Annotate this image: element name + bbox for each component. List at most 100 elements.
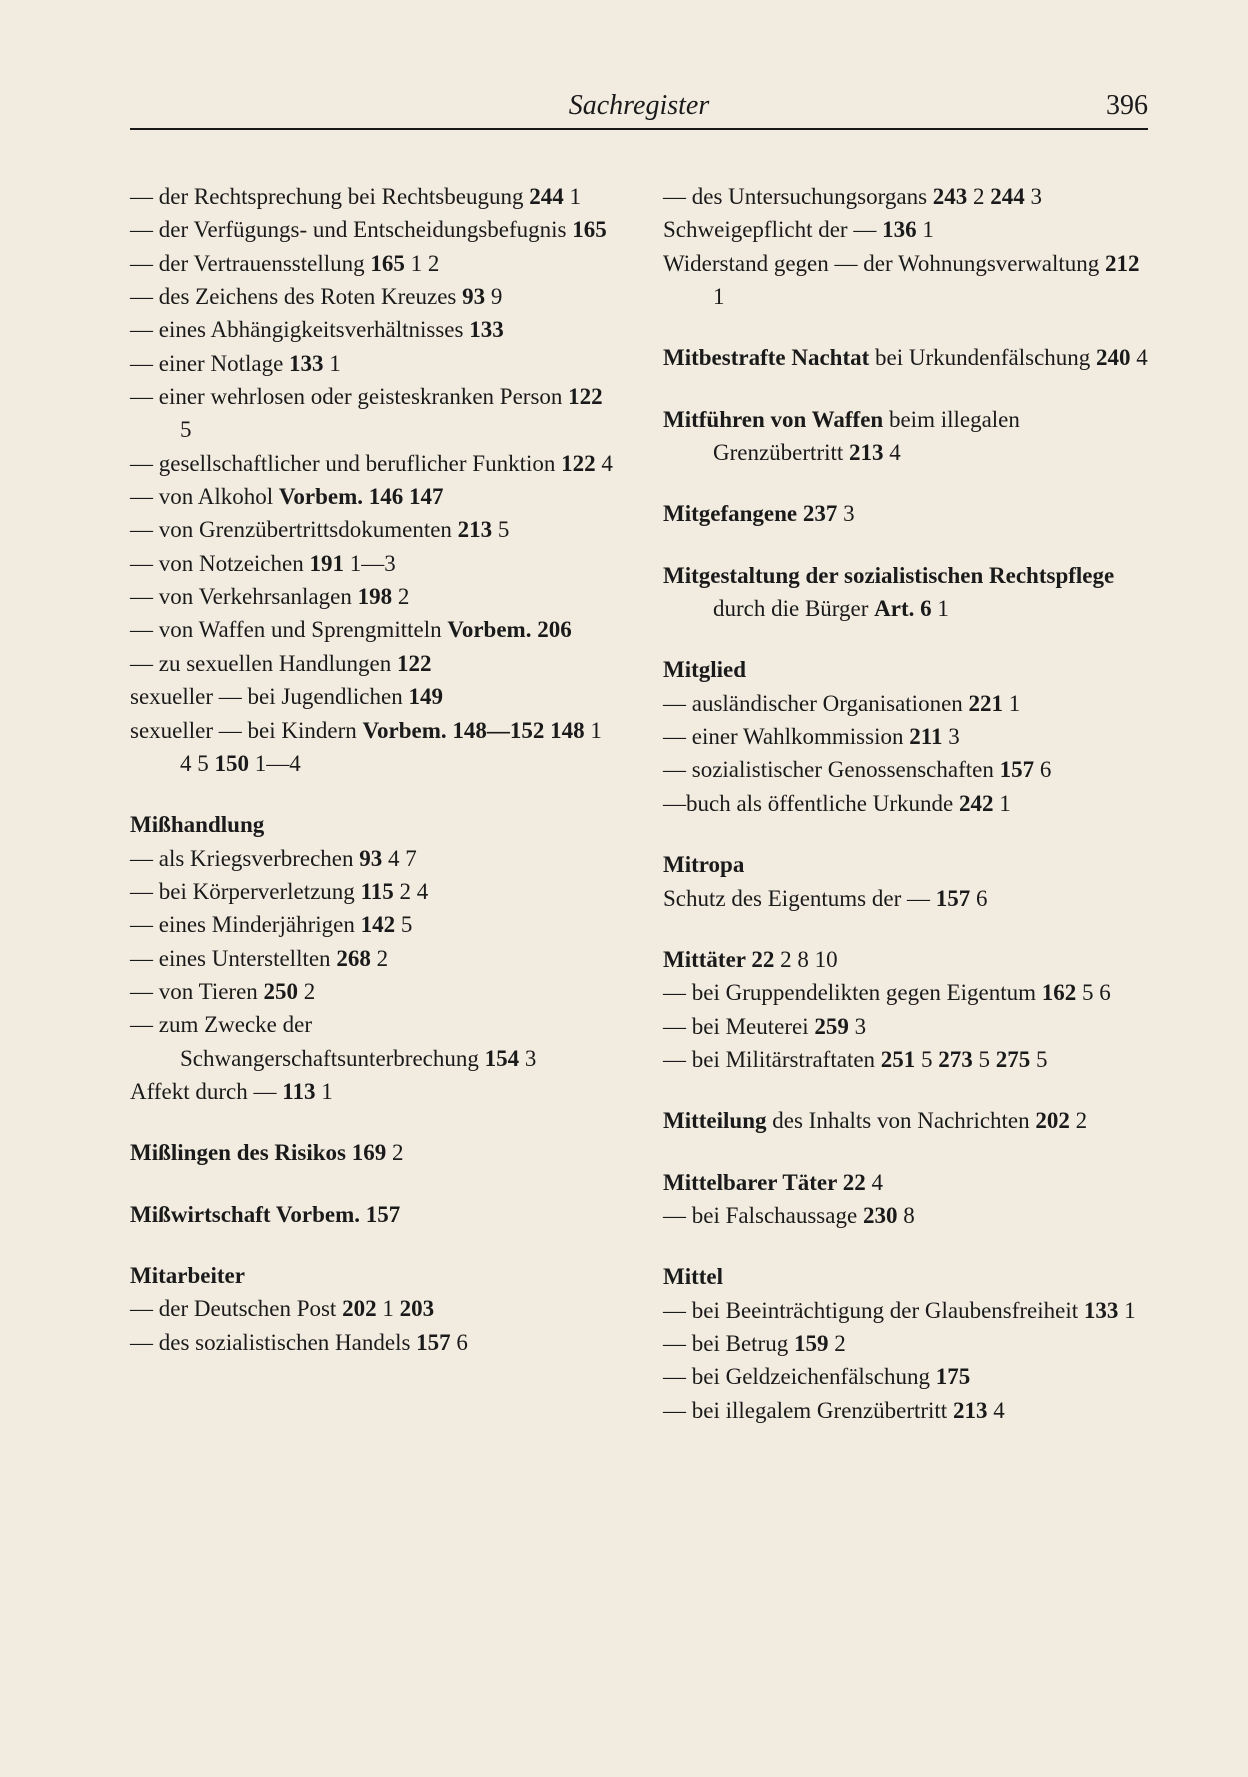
index-entry: Schweigepflicht der — 136 1	[663, 213, 1148, 246]
text-segment: 157	[936, 886, 971, 911]
text-segment: 122	[397, 651, 432, 676]
text-segment: einer Notlage	[159, 351, 289, 376]
index-heading: Mitgefangene 237 3	[663, 497, 1148, 530]
text-segment: einer Wahlkommission	[692, 724, 909, 749]
text-segment: Mitbestrafte Nachtat	[663, 345, 869, 370]
index-entry: einer Wahlkommission 211 3	[663, 720, 1148, 753]
text-segment: 165	[572, 217, 607, 242]
text-segment: 133	[469, 317, 504, 342]
text-segment: 8	[897, 1203, 914, 1228]
text-segment: 268	[336, 946, 371, 971]
index-entry: des Untersuchungsorgans 243 2 244 3	[663, 180, 1148, 213]
text-segment: 122	[561, 451, 596, 476]
text-segment: Vorbem. 146 147	[279, 484, 444, 509]
text-segment: 1	[315, 1079, 332, 1104]
text-segment: 5	[492, 517, 509, 542]
text-segment: Mitgestaltung der sozialistischen Rechts…	[663, 563, 1114, 588]
text-segment: 3	[519, 1046, 536, 1071]
text-segment: 5 6	[1076, 980, 1111, 1005]
text-segment: —buch als öffentliche Urkunde	[663, 791, 959, 816]
index-heading: Mitbestrafte Nachtat bei Urkundenfälschu…	[663, 341, 1148, 374]
text-segment: 6	[970, 886, 987, 911]
index-entry: ausländischer Organisationen 221 1	[663, 687, 1148, 720]
text-segment: 243	[933, 184, 968, 209]
text-segment: bei Falschaussage	[692, 1203, 863, 1228]
text-segment: 2 8 10	[774, 947, 837, 972]
index-entry: bei illegalem Grenzübertritt 213 4	[663, 1394, 1148, 1427]
page-number: 396	[1088, 90, 1148, 122]
text-segment: 3	[1025, 184, 1042, 209]
text-segment: 3	[942, 724, 959, 749]
text-segment: 259	[814, 1014, 849, 1039]
header-title: Sachregister	[190, 90, 1088, 122]
index-heading: Mitteilung des Inhalts von Nachrichten 2…	[663, 1104, 1148, 1137]
index-entry: bei Körperverletzung 115 2 4	[130, 875, 615, 908]
text-segment: von Notzeichen	[159, 551, 310, 576]
index-entry: von Notzeichen 191 1—3	[130, 547, 615, 580]
text-segment: 244	[990, 184, 1025, 209]
text-segment: bei Gruppendelikten gegen Eigentum	[692, 980, 1042, 1005]
text-segment: 93	[359, 846, 382, 871]
text-segment: sexueller — bei Jugendlichen	[130, 684, 408, 709]
index-entry: gesellschaftlicher und beruflicher Funkt…	[130, 447, 615, 480]
text-segment: zum Zwecke der Schwangerschaftsunterbrec…	[159, 1012, 485, 1070]
index-entry: von Verkehrsanlagen 198 2	[130, 580, 615, 613]
text-segment: 202	[342, 1296, 377, 1321]
text-segment: 5	[180, 417, 192, 442]
text-segment: 4	[987, 1398, 1004, 1423]
text-segment: 4	[596, 451, 613, 476]
text-segment: 4	[884, 440, 901, 465]
text-segment: von Waffen und Sprengmitteln	[159, 617, 448, 642]
text-segment: 213	[849, 440, 884, 465]
text-segment: Mittel	[663, 1264, 723, 1289]
text-segment: bei Meuterei	[692, 1014, 815, 1039]
text-segment: 2	[967, 184, 990, 209]
index-entry: bei Geldzeichenfälschung 175	[663, 1360, 1148, 1393]
index-entry: eines Abhängigkeitsverhältnisses 133	[130, 313, 615, 346]
text-segment: bei Betrug	[692, 1331, 794, 1356]
index-heading: Mitropa	[663, 848, 1148, 881]
text-segment: bei Beeinträchtigung der Glaubensfreihei…	[692, 1298, 1084, 1323]
text-segment: 1	[1118, 1298, 1135, 1323]
text-segment: des Untersuchungsorgans	[692, 184, 933, 209]
text-segment: 154	[485, 1046, 520, 1071]
text-segment: 213	[953, 1398, 988, 1423]
text-segment: des Zeichens des Roten Kreuzes	[159, 284, 462, 309]
index-entry: sexueller — bei Jugendlichen 149	[130, 680, 615, 713]
text-segment: 1	[932, 596, 949, 621]
text-segment: Mißwirtschaft Vorbem. 157	[130, 1202, 400, 1227]
index-entry: des sozialistischen Handels 157 6	[130, 1326, 615, 1359]
index-heading: Mitgestaltung der sozialistischen Rechts…	[663, 559, 1148, 626]
text-segment: 273	[938, 1047, 973, 1072]
text-segment: Vorbem. 148—152 148	[362, 718, 584, 743]
text-segment: eines Minderjährigen	[159, 912, 361, 937]
index-heading: Mißhandlung	[130, 808, 615, 841]
index-entry: bei Gruppendelikten gegen Eigentum 162 5…	[663, 976, 1148, 1009]
text-segment: Vorbem. 206	[447, 617, 571, 642]
text-segment: Schutz des Eigentums der —	[663, 886, 936, 911]
index-entry: zu sexuellen Handlungen 122	[130, 647, 615, 680]
text-segment: bei Körperverletzung	[159, 879, 361, 904]
text-segment: 244	[529, 184, 564, 209]
text-segment: 1—3	[344, 551, 396, 576]
text-segment: 230	[863, 1203, 898, 1228]
text-segment: 2	[371, 946, 388, 971]
text-segment: 159	[794, 1331, 829, 1356]
text-segment: 157	[1000, 757, 1035, 782]
index-entry: bei Betrug 159 2	[663, 1327, 1148, 1360]
index-heading: Mitarbeiter	[130, 1259, 615, 1292]
text-segment: einer wehrlosen oder geisteskranken Pers…	[159, 384, 568, 409]
text-segment: Schweigepflicht der —	[663, 217, 882, 242]
index-entry: sexueller — bei Kindern Vorbem. 148—152 …	[130, 714, 615, 781]
index-entry: zum Zwecke der Schwangerschaftsunterbrec…	[130, 1008, 615, 1075]
text-segment: des sozialistischen Handels	[159, 1330, 416, 1355]
index-heading: Mitführen von Waffen beim illegalen Gren…	[663, 403, 1148, 470]
text-segment: eines Unterstellten	[159, 946, 337, 971]
text-segment: 2	[828, 1331, 845, 1356]
text-segment: von Verkehrsanlagen	[159, 584, 358, 609]
index-entry: bei Militärstraftaten 251 5 273 5 275 5	[663, 1043, 1148, 1076]
text-segment: 4	[866, 1170, 883, 1195]
text-segment: 133	[1084, 1298, 1119, 1323]
text-segment: 165	[370, 251, 405, 276]
text-segment: 4 7	[382, 846, 417, 871]
